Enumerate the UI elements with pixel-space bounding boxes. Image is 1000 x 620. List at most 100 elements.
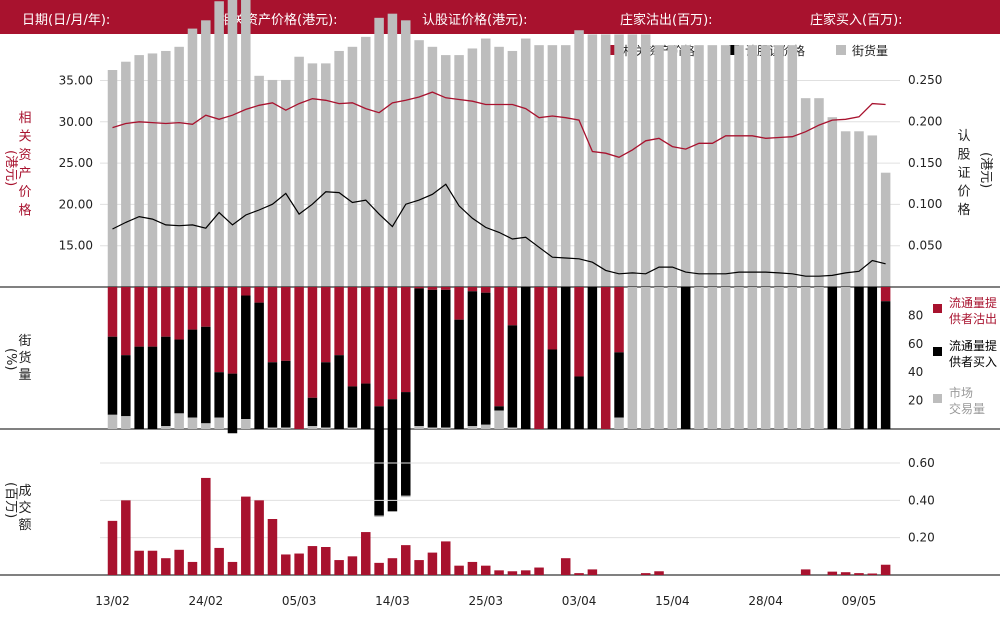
top-right-axis-label-char: 价 (957, 185, 970, 200)
mid-axis-label-char: 货 (18, 350, 31, 366)
x-tick-label: 05/03 (282, 594, 317, 608)
header-date-label: 日期(日/月/年): (22, 13, 111, 28)
mid-legend-label-line2: 供者买入 (949, 355, 997, 369)
market-volume-bar (707, 287, 718, 429)
outstanding-bar (547, 45, 558, 287)
turnover-bar (254, 500, 264, 575)
outstanding-bar (734, 45, 744, 287)
top-left-tick-label: 15.00 (59, 239, 93, 253)
outstanding-bar (760, 45, 771, 287)
outstanding-bar (307, 63, 318, 287)
legend-label-3: 街货量 (852, 43, 888, 58)
lp-buy-bar (227, 373, 238, 434)
top-right-axis-label-char: 证 (957, 166, 970, 181)
market-volume-bar (401, 495, 411, 498)
market-volume-bar (121, 416, 131, 429)
lp-sell-bar (427, 287, 438, 290)
lp-buy-bar (134, 346, 144, 429)
market-volume-bar (267, 427, 278, 429)
top-right-tick-label: 0.100 (908, 197, 942, 211)
lp-sell-bar (174, 287, 184, 340)
lp-buy-bar (107, 336, 118, 415)
market-volume-bar (507, 427, 518, 429)
turnover-bar (654, 571, 664, 575)
turnover-bar (121, 500, 131, 575)
mid-legend-swatch-2 (933, 347, 942, 356)
top-right-tick-label: 0.250 (908, 73, 942, 87)
turnover-bar (161, 558, 171, 575)
turnover-bar (854, 573, 864, 575)
bottom-right-tick-label: 0.60 (908, 456, 935, 470)
lp-buy-bar (494, 406, 504, 411)
market-volume-bar (307, 426, 318, 429)
market-volume-bar (760, 287, 771, 429)
lp-buy-bar (441, 289, 451, 428)
market-volume-bar (747, 287, 758, 429)
market-volume-bar (667, 287, 678, 429)
turnover-bar (867, 573, 878, 575)
turnover-bar (321, 547, 331, 575)
market-volume-bar (614, 417, 624, 429)
turnover-bar (441, 541, 451, 575)
top-left-axis-label-char: 资 (18, 148, 31, 163)
outstanding-bar (454, 55, 464, 288)
top-right-axis-label-char: 股 (957, 148, 970, 163)
top-left-tick-label: 35.00 (59, 74, 93, 88)
legend-swatch-3 (836, 45, 846, 55)
lp-buy-bar (467, 291, 478, 427)
mid-legend-label-line1: 流通量提 (949, 338, 997, 353)
outstanding-bar (467, 48, 478, 287)
top-left-axis-label-char: 格 (18, 203, 31, 219)
lp-sell-bar (214, 287, 224, 373)
turnover-bar (227, 561, 238, 575)
lp-sell-bar (361, 287, 371, 384)
legend-swatch-2 (729, 45, 739, 55)
bottom-right-tick-label: 0.40 (908, 493, 935, 507)
top-left-tick-label: 25.00 (59, 156, 93, 170)
market-volume-bar (161, 426, 171, 429)
lp-buy-bar (574, 376, 584, 429)
outstanding-bar (667, 45, 678, 287)
mid-legend-label-line1: 流通量提 (949, 295, 997, 310)
top-right-tick-label: 0.050 (908, 239, 942, 253)
market-volume-bar (187, 417, 198, 429)
top-right-tick-label: 0.150 (908, 156, 942, 170)
lp-sell-bar (347, 287, 358, 387)
outstanding-bar (574, 30, 584, 288)
market-volume-bar (654, 287, 664, 429)
outstanding-bar (680, 45, 691, 287)
x-tick-label: 14/03 (375, 594, 410, 608)
x-tick-label: 09/05 (842, 594, 877, 608)
outstanding-bar (374, 17, 384, 287)
market-volume-bar (720, 287, 731, 429)
lp-sell-bar (241, 287, 251, 296)
lp-sell-bar (334, 287, 344, 356)
outstanding-bar (134, 55, 144, 288)
outstanding-bar (414, 40, 424, 288)
top-left-axis-label-char: 相 (18, 111, 31, 126)
market-volume-bar (694, 287, 704, 429)
turnover-bar (281, 554, 291, 575)
turnover-bar (480, 565, 491, 575)
lp-sell-bar (441, 287, 451, 290)
lp-buy-bar (854, 287, 864, 429)
lp-sell-bar (534, 287, 544, 429)
lp-sell-bar (321, 287, 331, 363)
turnover-bar (107, 520, 118, 575)
top-right-axis-label-char: 格 (957, 202, 970, 218)
outstanding-bar (854, 131, 864, 287)
outstanding-bar (401, 20, 411, 287)
turnover-bar (134, 550, 144, 575)
turnover-bar (147, 550, 158, 575)
lp-buy-bar (187, 329, 198, 418)
turnover-bar (201, 477, 211, 575)
turnover-bar (387, 558, 398, 575)
market-volume-bar (494, 410, 504, 429)
header-warrant-price-label: 认股证价格(港元): (422, 13, 528, 28)
mid-right-tick-label: 20 (908, 394, 923, 408)
outstanding-bar (147, 53, 158, 287)
turnover-bar (267, 519, 278, 575)
turnover-bar (427, 552, 438, 575)
turnover-bar (307, 546, 318, 575)
outstanding-bar (587, 34, 598, 287)
